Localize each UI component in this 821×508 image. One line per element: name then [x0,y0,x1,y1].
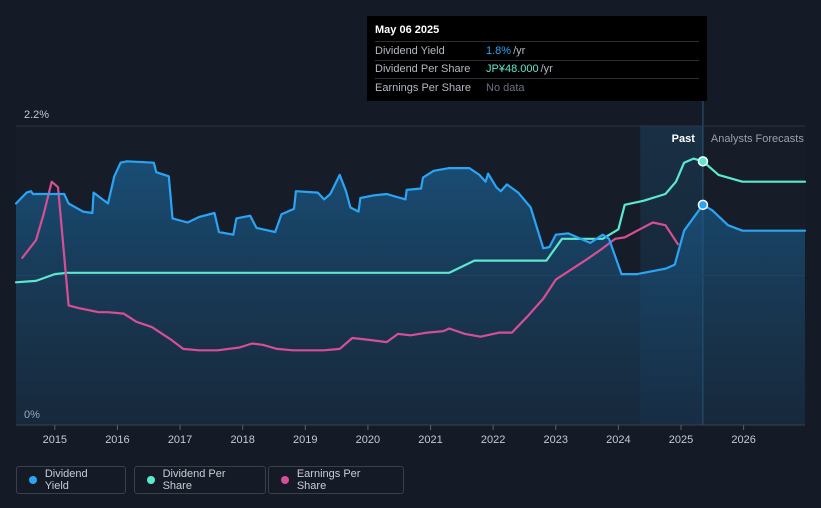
earnings-per-share-line [21,180,679,352]
legend-item-dividend-per-share[interactable]: Dividend Per Share [134,466,266,494]
x-tick-label: 2022 [481,434,505,446]
x-tick-label: 2020 [356,434,380,446]
tooltip-value: JP¥48.000 [486,63,539,76]
past-label: Past [672,133,696,145]
tooltip-label: Dividend Yield [375,44,445,57]
legend-label: Dividend Per Share [162,468,226,492]
tooltip-row-dividend-yield: Dividend Yield 1.8% /yr [375,41,699,60]
legend-label: Dividend Yield [44,468,88,492]
tooltip-label: Dividend Per Share [375,63,471,76]
dividend-yield-marker [697,199,709,211]
legend-item-earnings-per-share[interactable]: Earnings Per Share [268,466,404,494]
legend-dot-icon [29,476,37,484]
x-tick-label: 2016 [105,434,129,446]
legend-dot-icon [281,476,289,484]
dividend-per-share-marker [697,156,709,167]
tooltip-date: May 06 2025 [375,24,440,36]
tooltip-row-earnings-per-share: Earnings Per Share No data [375,78,699,97]
chart-tooltip: May 06 2025 Dividend Yield 1.8% /yr Divi… [367,16,707,101]
x-tick-label: 2017 [168,434,192,446]
analysts-forecasts-label: Analysts Forecasts [711,133,804,145]
tooltip-label: Earnings Per Share [375,81,471,94]
x-tick-label: 2019 [293,434,317,446]
x-tick-label: 2021 [418,434,442,446]
x-tick-label: 2026 [731,434,755,446]
tooltip-unit: /yr [513,44,526,57]
tooltip-value: 1.8% [486,44,512,57]
legend-label: Earnings Per Share [296,468,361,492]
tooltip-row-dividend-per-share: Dividend Per Share JP¥48.000 /yr [375,59,699,79]
y-tick-label: 2.2% [24,109,49,121]
legend-dot-icon [147,476,155,484]
dividend-yield-area [16,161,805,426]
x-tick-label: 2015 [43,434,67,446]
tooltip-unit: /yr [540,63,553,76]
x-tick-label: 2024 [606,434,630,446]
legend-item-dividend-yield[interactable]: Dividend Yield [16,466,126,494]
x-tick-label: 2023 [544,434,568,446]
x-tick-label: 2018 [230,434,254,446]
tooltip-value: No data [486,81,525,94]
dividend-yield-line [14,160,807,276]
x-tick-label: 2025 [669,434,693,446]
